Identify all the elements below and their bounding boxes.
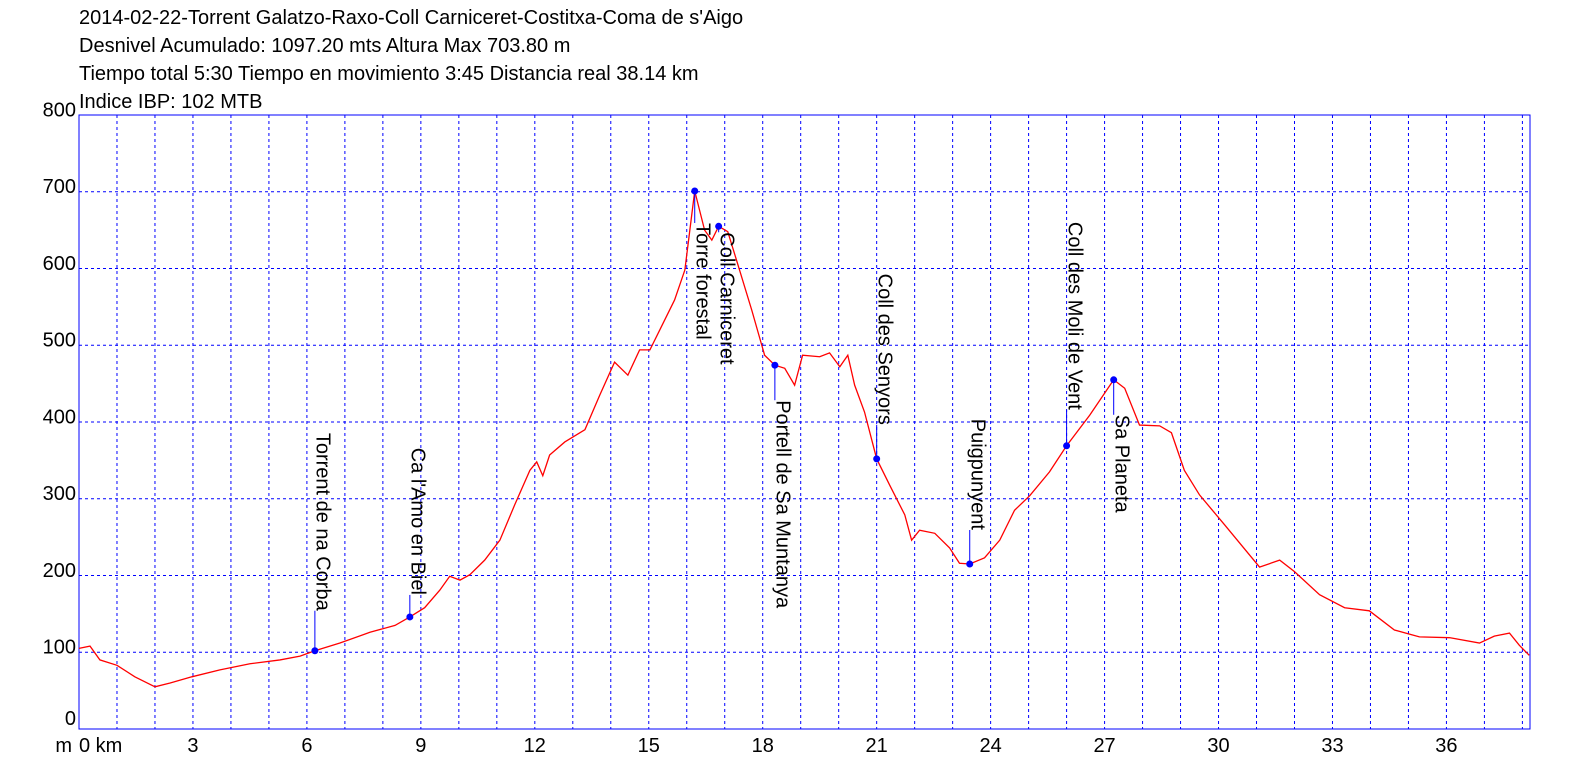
waypoint-label: Sa Planeta xyxy=(1110,415,1132,514)
waypoint-label: Coll Carniceret xyxy=(715,232,737,365)
x-tick-label: 12 xyxy=(524,735,546,757)
x-tick-label: 18 xyxy=(752,735,774,757)
y-tick-label: 100 xyxy=(43,637,76,659)
waypoint-label: Torrent de na Corba xyxy=(312,433,334,612)
waypoint xyxy=(1063,442,1071,450)
waypoint xyxy=(966,560,974,568)
y-tick-label: 800 xyxy=(43,99,76,121)
y-tick-label: 600 xyxy=(43,253,76,275)
x-tick-label: 3 xyxy=(187,735,198,757)
y-tick-label: 500 xyxy=(43,330,76,352)
x-tick-label: 6 xyxy=(301,735,312,757)
x-tick-label: 33 xyxy=(1321,735,1343,757)
x-tick-label: 27 xyxy=(1093,735,1115,757)
x-tick-label: 36 xyxy=(1435,735,1457,757)
waypoint-label: Ca l'Amo en Biel xyxy=(407,448,429,595)
x-tick-label: 21 xyxy=(866,735,888,757)
x-tick-label: 15 xyxy=(638,735,660,757)
y-tick-label: 200 xyxy=(43,560,76,582)
waypoint xyxy=(1110,376,1118,384)
y-axis-label: m xyxy=(55,735,72,757)
y-tick-label: 300 xyxy=(43,483,76,505)
waypoint xyxy=(691,187,699,195)
chart-subtitle: Indice IBP: 102 MTB xyxy=(79,91,262,113)
waypoint xyxy=(771,361,779,369)
y-tick-label: 0 xyxy=(65,708,76,730)
y-tick-label: 400 xyxy=(43,406,76,428)
plot-frame xyxy=(78,114,1531,730)
waypoint-label: Portell de Sa Muntanya xyxy=(772,400,794,609)
x-tick-label: 0 km xyxy=(79,735,122,757)
y-tick-label: 700 xyxy=(43,176,76,198)
chart-subtitle: Tiempo total 5:30 Tiempo en movimiento 3… xyxy=(79,63,699,85)
waypoint xyxy=(311,647,319,655)
x-tick-label: 24 xyxy=(979,735,1001,757)
waypoint xyxy=(873,455,881,463)
x-tick-label: 30 xyxy=(1207,735,1229,757)
waypoint-label: Coll des Senyors xyxy=(873,274,895,425)
waypoint-label: Torre forestal xyxy=(691,223,713,340)
elevation-line xyxy=(78,190,1530,688)
x-tick-label: 9 xyxy=(415,735,426,757)
chart-subtitle: Desnivel Acumulado: 1097.20 mts Altura M… xyxy=(79,35,570,57)
chart-title: 2014-02-22-Torrent Galatzo-Raxo-Coll Car… xyxy=(79,7,743,29)
waypoint xyxy=(406,613,414,621)
waypoint xyxy=(715,222,723,230)
waypoint-label: Puigpunyent xyxy=(966,419,988,531)
waypoint-label: Coll des Moli de Vent xyxy=(1063,222,1085,410)
